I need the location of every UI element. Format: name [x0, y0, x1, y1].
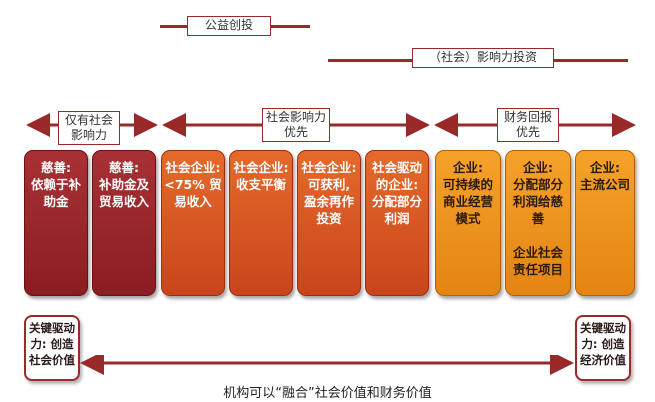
column-business-sustainable: 企业: 可持续的 商业经营 模式 — [435, 150, 501, 296]
driver-economic-value: 关键驱动 力: 创造 经济价值 — [575, 315, 631, 381]
column-business-csr: 企业: 分配部分 利润给慈 善 企业社会 责任项目 — [505, 150, 571, 296]
column-social-enterprise-profit: 社会企业: 可获利, 盈余再作 投资 — [297, 150, 361, 296]
driver-social-value: 关键驱动 力: 创造 社会价值 — [24, 315, 80, 381]
column-social-enterprise-breakeven: 社会企业: 收支平衡 — [229, 150, 293, 296]
column-socially-driven-business: 社会驱动 的企业: 分配部分 利润 — [365, 150, 429, 296]
impact-investing-label: （社会）影响力投资 — [412, 48, 554, 68]
venture-philanthropy-label: 公益创投 — [187, 16, 271, 36]
blend-arrow — [80, 355, 574, 375]
column-social-enterprise-75: 社会企业: <75% 贸 易收入 — [161, 150, 225, 296]
column-charity-grants: 慈善: 依赖于补 助金 — [24, 150, 88, 296]
category-social-only: 仅有社会 影响力 — [58, 111, 120, 145]
category-financial-first: 财务回报 优先 — [497, 108, 559, 142]
category-social-first: 社会影响力 优先 — [262, 108, 330, 142]
column-business-mainstream: 企业: 主流公司 — [575, 150, 635, 296]
bottom-caption: 机构可以“融合”社会价值和财务价值 — [223, 386, 432, 401]
column-charity-trade: 慈善: 补助金及 贸易收入 — [92, 150, 156, 296]
